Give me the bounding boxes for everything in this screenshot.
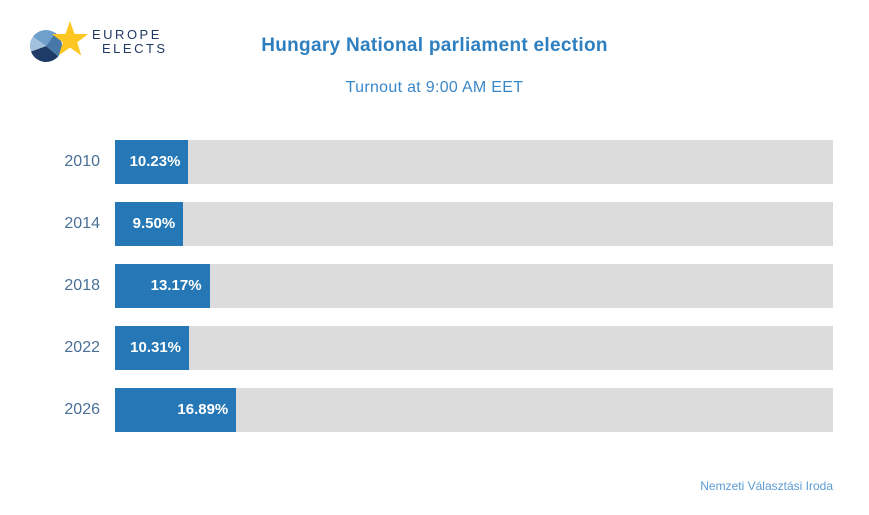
bar-value-label: 10.23% bbox=[129, 153, 181, 170]
year-label: 2026 bbox=[64, 401, 100, 418]
bar-track: 16.89% bbox=[115, 388, 833, 432]
bar-fill: 9.50% bbox=[115, 202, 184, 246]
bar-track: 10.31% bbox=[115, 326, 833, 370]
year-label: 2010 bbox=[64, 153, 100, 170]
year-label: 2018 bbox=[64, 277, 100, 294]
source-credit: Nemzeti Választási Iroda bbox=[700, 479, 833, 493]
logo-word-europe: EUROPE bbox=[92, 27, 162, 42]
year-label: 2022 bbox=[64, 339, 100, 356]
bar-row-2026: 2026 16.89% bbox=[0, 388, 869, 432]
bar-row-2010: 2010 10.23% bbox=[0, 140, 869, 184]
bar-chart: 2010 10.23% 2014 9.50% 2018 13.17% bbox=[0, 140, 869, 450]
bar-row-2022: 2022 10.31% bbox=[0, 326, 869, 370]
bar-fill: 16.89% bbox=[115, 388, 237, 432]
chart-subtitle: Turnout at 9:00 AM EET bbox=[345, 79, 524, 96]
bar-fill: 10.31% bbox=[115, 326, 190, 370]
pie-star-icon bbox=[30, 21, 89, 63]
bar-value-label: 16.89% bbox=[177, 401, 229, 418]
bar-value-label: 13.17% bbox=[150, 277, 202, 294]
logo-wordmark: EUROPE ELECTS bbox=[92, 28, 168, 56]
bar-fill: 10.23% bbox=[115, 140, 189, 184]
bar-row-2018: 2018 13.17% bbox=[0, 264, 869, 308]
logo-word-elects: ELECTS bbox=[102, 41, 168, 56]
bar-value-label: 10.31% bbox=[130, 339, 182, 356]
bar-row-2014: 2014 9.50% bbox=[0, 202, 869, 246]
year-label: 2014 bbox=[64, 215, 100, 232]
bar-fill: 13.17% bbox=[115, 264, 210, 308]
bar-track: 13.17% bbox=[115, 264, 833, 308]
bar-track: 9.50% bbox=[115, 202, 833, 246]
chart-title: Hungary National parliament election bbox=[261, 35, 608, 56]
bar-value-label: 9.50% bbox=[132, 215, 176, 232]
bar-track: 10.23% bbox=[115, 140, 833, 184]
europe-elects-logo: EUROPE ELECTS bbox=[24, 16, 168, 68]
